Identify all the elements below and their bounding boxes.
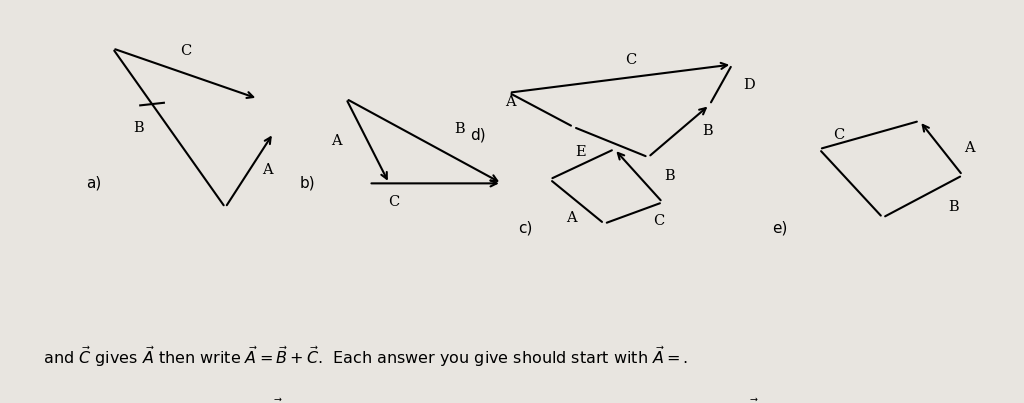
Text: and $\vec{C}$ gives $\vec{A}$ then write $\vec{A} = \vec{B} + \vec{C}$.  Each an: and $\vec{C}$ gives $\vec{A}$ then write…: [23, 345, 688, 369]
Text: A: A: [566, 211, 578, 224]
Text: B: B: [702, 124, 713, 138]
Text: A: A: [262, 163, 273, 177]
Text: 2.  Write a vector equation for $\vec{A}$ for each arrangement of vectors.  For : 2. Write a vector equation for $\vec{A}$…: [23, 397, 759, 403]
Text: e): e): [772, 220, 788, 235]
Text: C: C: [626, 54, 636, 67]
Text: B: B: [948, 199, 958, 214]
Text: c): c): [518, 220, 532, 235]
Text: B: B: [455, 122, 465, 136]
Text: B: B: [664, 169, 675, 183]
Text: b): b): [299, 176, 315, 191]
Text: D: D: [743, 78, 756, 91]
Text: A: A: [505, 95, 516, 109]
Text: C: C: [389, 195, 399, 208]
Text: a): a): [87, 176, 101, 191]
Text: A: A: [965, 141, 975, 155]
Text: d): d): [470, 127, 486, 143]
Text: C: C: [653, 214, 665, 228]
Text: A: A: [332, 134, 342, 148]
Text: B: B: [133, 121, 143, 135]
Text: C: C: [180, 44, 190, 58]
Text: E: E: [574, 145, 586, 159]
Text: C: C: [834, 128, 844, 142]
